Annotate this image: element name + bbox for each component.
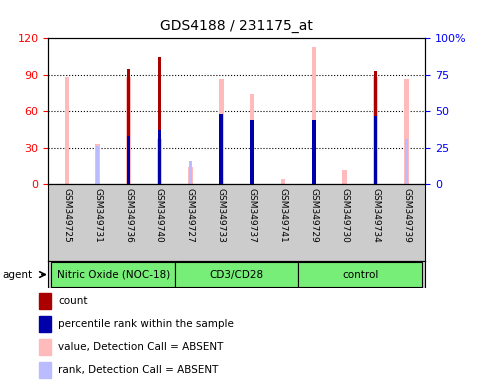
Bar [127,136,130,184]
Bar [39,339,51,355]
Bar [39,362,51,378]
Bar [39,316,51,332]
Bar [374,71,377,184]
Bar [157,130,161,184]
Bar [298,263,422,286]
Bar [175,263,298,286]
Text: GSM349731: GSM349731 [93,188,102,243]
Text: GSM349730: GSM349730 [340,188,349,243]
Text: rank, Detection Call = ABSENT: rank, Detection Call = ABSENT [58,365,218,375]
Bar [189,161,192,184]
Text: control: control [342,270,378,280]
Bar [219,114,223,184]
Text: GDS4188 / 231175_at: GDS4188 / 231175_at [160,19,313,33]
Bar [313,123,315,184]
Text: GSM349740: GSM349740 [155,188,164,243]
Bar [127,69,130,184]
Bar [281,179,285,184]
Bar [250,120,254,184]
Bar [374,116,377,184]
Bar [158,56,161,184]
Bar [65,77,69,184]
Text: GSM349727: GSM349727 [186,188,195,243]
Bar [251,123,254,184]
Text: GSM349725: GSM349725 [62,188,71,243]
Bar [404,78,409,184]
Text: GSM349734: GSM349734 [371,188,380,243]
Bar [96,144,100,184]
Text: GSM349737: GSM349737 [248,188,256,243]
Text: agent: agent [2,270,32,280]
Text: CD3/CD28: CD3/CD28 [210,270,264,280]
Text: count: count [58,296,87,306]
Bar [342,170,347,184]
Text: Nitric Oxide (NOC-18): Nitric Oxide (NOC-18) [57,270,170,280]
Bar [312,47,316,184]
Text: GSM349736: GSM349736 [124,188,133,243]
Bar [219,78,224,184]
Bar [157,139,162,184]
Text: GSM349741: GSM349741 [279,188,287,243]
Text: GSM349739: GSM349739 [402,188,411,243]
Bar [126,77,131,184]
Text: GSM349733: GSM349733 [217,188,226,243]
Text: value, Detection Call = ABSENT: value, Detection Call = ABSENT [58,342,223,352]
Bar [250,94,255,184]
Bar [220,114,223,184]
Text: GSM349729: GSM349729 [310,188,318,243]
Text: percentile rank within the sample: percentile rank within the sample [58,319,234,329]
Bar [51,263,175,286]
Bar [188,167,193,184]
Bar [312,120,316,184]
Bar [405,139,408,184]
Bar [373,77,378,184]
Bar [97,146,99,184]
Bar [39,293,51,309]
